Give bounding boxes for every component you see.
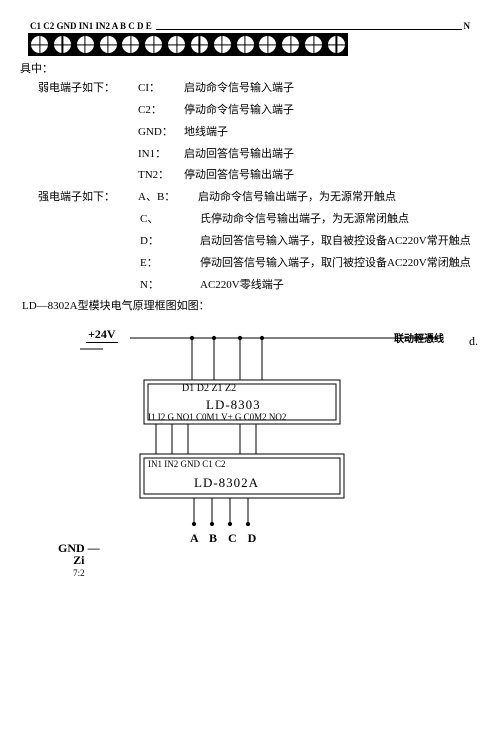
def-key: A、B： xyxy=(138,190,198,205)
terminal-hole xyxy=(305,36,322,53)
def-desc: 停动命令信号输入端子 xyxy=(184,103,294,118)
terminal-labels-line xyxy=(156,29,462,30)
terminal-hole xyxy=(328,36,345,53)
terminal-hole xyxy=(214,36,231,53)
def-key: E： xyxy=(140,256,200,271)
def-key: CI： xyxy=(138,81,184,96)
diagram-svg xyxy=(48,324,478,584)
def-key: N： xyxy=(140,278,200,293)
box8303-pins-bot: I1 I2 G NO1 C0M1 V+ G C0M2 NO2 xyxy=(148,411,286,423)
terminal-hole xyxy=(237,36,254,53)
def-desc: 启动回答信号输出端子 xyxy=(184,147,294,162)
terminal-labels-right: N xyxy=(464,20,473,32)
terminal-hole xyxy=(31,36,48,53)
def-desc: 启动命令信号输入端子 xyxy=(184,81,472,96)
box8302-name: LD-8302A xyxy=(194,474,259,492)
strong-terminals-block: 强电端子如下： A、B： 启动命令信号输出端子，为无源常开触点 C、 氏停动命令… xyxy=(38,190,472,292)
gnd-label: GND — Zi 7:2 xyxy=(58,542,100,578)
def-desc: 停动回答信号输入端子，取门被控设备AC220V常闭触点 xyxy=(200,256,472,271)
def-desc: 启动回答信号输入端子，取自被控设备AC220V常开触点 xyxy=(200,234,472,249)
def-key: D： xyxy=(140,234,200,249)
box8302-pins-top: IN1 IN2 GND C1 C2 xyxy=(148,458,226,470)
terminal-hole xyxy=(145,36,162,53)
terminal-hole xyxy=(100,36,117,53)
def-desc: AC220V零线端子 xyxy=(200,278,472,293)
weak-lead: 弱电端子如下： xyxy=(38,81,138,96)
terminal-hole xyxy=(191,36,208,53)
terminal-hole xyxy=(168,36,185,53)
terminal-hole xyxy=(54,36,71,53)
box8303-pins-top: D1 D2 Z1 Z2 xyxy=(182,382,236,396)
terminal-hole xyxy=(77,36,94,53)
terminal-hole xyxy=(282,36,299,53)
def-key: C、 xyxy=(140,212,200,227)
intro-text: 具中： xyxy=(20,62,472,77)
abcd-label: A B C D xyxy=(190,530,260,546)
def-key: TN2： xyxy=(138,168,184,183)
strong-lead: 强电端子如下： xyxy=(38,190,138,205)
def-desc: 启动命令信号输出端子，为无源常开触点 xyxy=(198,190,472,205)
terminal-hole xyxy=(259,36,276,53)
block-diagram: +24V 联动輕憑线 d. xyxy=(48,324,478,584)
def-key: C2： xyxy=(138,103,184,118)
terminal-labels-left: C1 C2 GND IN1 IN2 A B C D E xyxy=(30,20,152,32)
def-key: GND： xyxy=(138,125,184,140)
terminal-strip xyxy=(28,33,348,56)
def-desc: 地线端子 xyxy=(184,125,228,140)
weak-terminals-block: 弱电端子如下： CI： 启动命令信号输入端子 C2： 停动命令信号输入端子 GN… xyxy=(38,81,472,183)
def-desc: 停动回答信号输出端子 xyxy=(184,168,294,183)
def-desc: 氏停动命令信号输出端子，为无源常闭触点 xyxy=(200,212,472,227)
def-key: IN1： xyxy=(138,147,184,162)
terminal-hole xyxy=(122,36,139,53)
diagram-title: LD—8302A型模块电气原理框图如图： xyxy=(22,299,472,314)
